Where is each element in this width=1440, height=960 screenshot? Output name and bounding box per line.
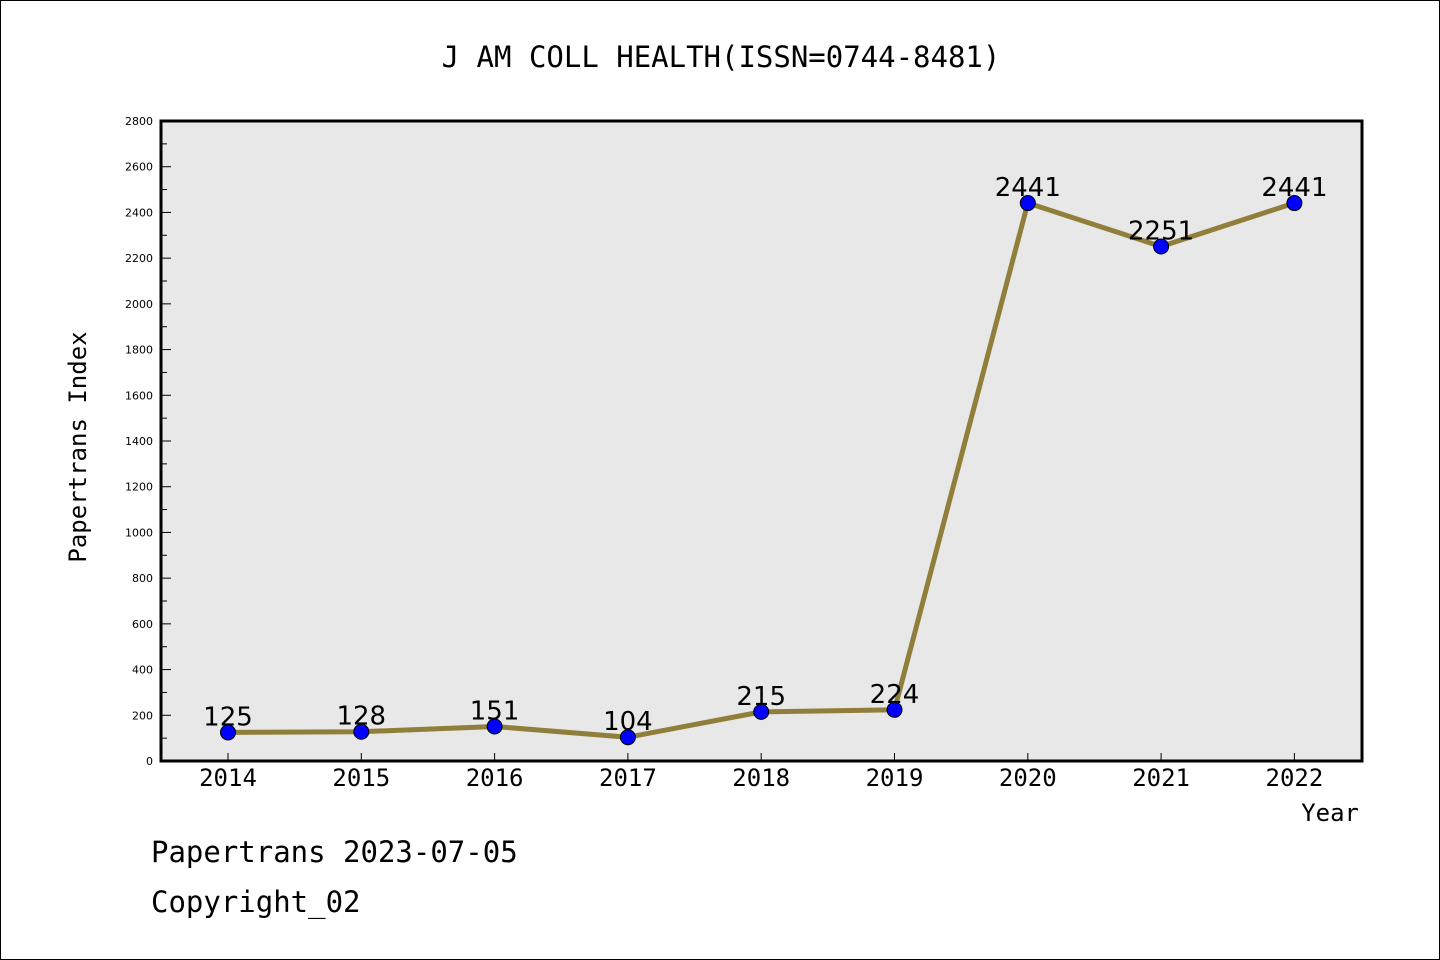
data-label: 104: [603, 707, 653, 737]
y-axis-label: Papertrans Index: [64, 331, 92, 562]
x-tick-label: 2016: [466, 764, 524, 792]
x-tick-label: 2019: [866, 764, 924, 792]
y-tick-label: 1400: [125, 435, 153, 448]
x-tick-label: 2020: [999, 764, 1057, 792]
y-tick-label: 2400: [125, 206, 153, 219]
y-tick-label: 2600: [125, 161, 153, 174]
data-point: [1019, 195, 1036, 212]
data-label: 128: [336, 702, 386, 732]
x-tick-label: 2015: [332, 764, 390, 792]
data-label: 151: [470, 696, 520, 726]
chart-title: J AM COLL HEALTH(ISSN=0744-8481): [442, 40, 1001, 74]
data-point: [353, 723, 370, 740]
y-tick-label: 0: [146, 755, 153, 768]
data-point: [1286, 195, 1303, 212]
y-tick-label: 1600: [125, 389, 153, 402]
data-label: 2251: [1128, 216, 1194, 246]
x-tick-label: 2018: [732, 764, 790, 792]
data-label: 2441: [1261, 173, 1327, 203]
data-label: 125: [203, 702, 253, 732]
data-point: [886, 701, 903, 718]
y-tick-label: 1200: [125, 481, 153, 494]
x-axis: 2014 2015 2016 2017 2018 2019 2020 2021 2022: [199, 753, 1323, 792]
plot-area: [159, 119, 1364, 763]
series-layer: 125 128 151 104 215 224 2441 2251 2441: [203, 173, 1327, 746]
y-axis: 0 200 400 600 800 1000 1200 1400 1600 1800 2000 220…: [125, 115, 171, 768]
x-tick-label: 2017: [599, 764, 657, 792]
y-tick-label: 600: [132, 618, 153, 631]
data-label: 2441: [995, 173, 1061, 203]
y-tick-label: 2800: [125, 115, 153, 128]
x-tick-label: 2022: [1266, 764, 1324, 792]
footer-date: Papertrans 2023-07-05: [151, 835, 518, 869]
data-label: 224: [870, 680, 920, 710]
footer-copyright: Copyright_02: [151, 885, 361, 919]
x-tick-label: 2021: [1132, 764, 1190, 792]
y-tick-label: 2200: [125, 252, 153, 265]
data-point: [619, 729, 636, 746]
x-tick-label: 2014: [199, 764, 257, 792]
y-tick-label: 400: [132, 664, 153, 677]
y-tick-label: 800: [132, 572, 153, 585]
y-tick-label: 1800: [125, 344, 153, 357]
data-point: [1153, 238, 1170, 255]
data-label: 215: [736, 682, 786, 712]
y-tick-label: 1000: [125, 526, 153, 539]
data-point: [753, 703, 770, 720]
data-point: [486, 718, 503, 735]
y-tick-label: 200: [132, 709, 153, 722]
y-tick-label: 2000: [125, 298, 153, 311]
data-point: [220, 724, 236, 741]
x-axis-label: Year: [1301, 799, 1359, 827]
